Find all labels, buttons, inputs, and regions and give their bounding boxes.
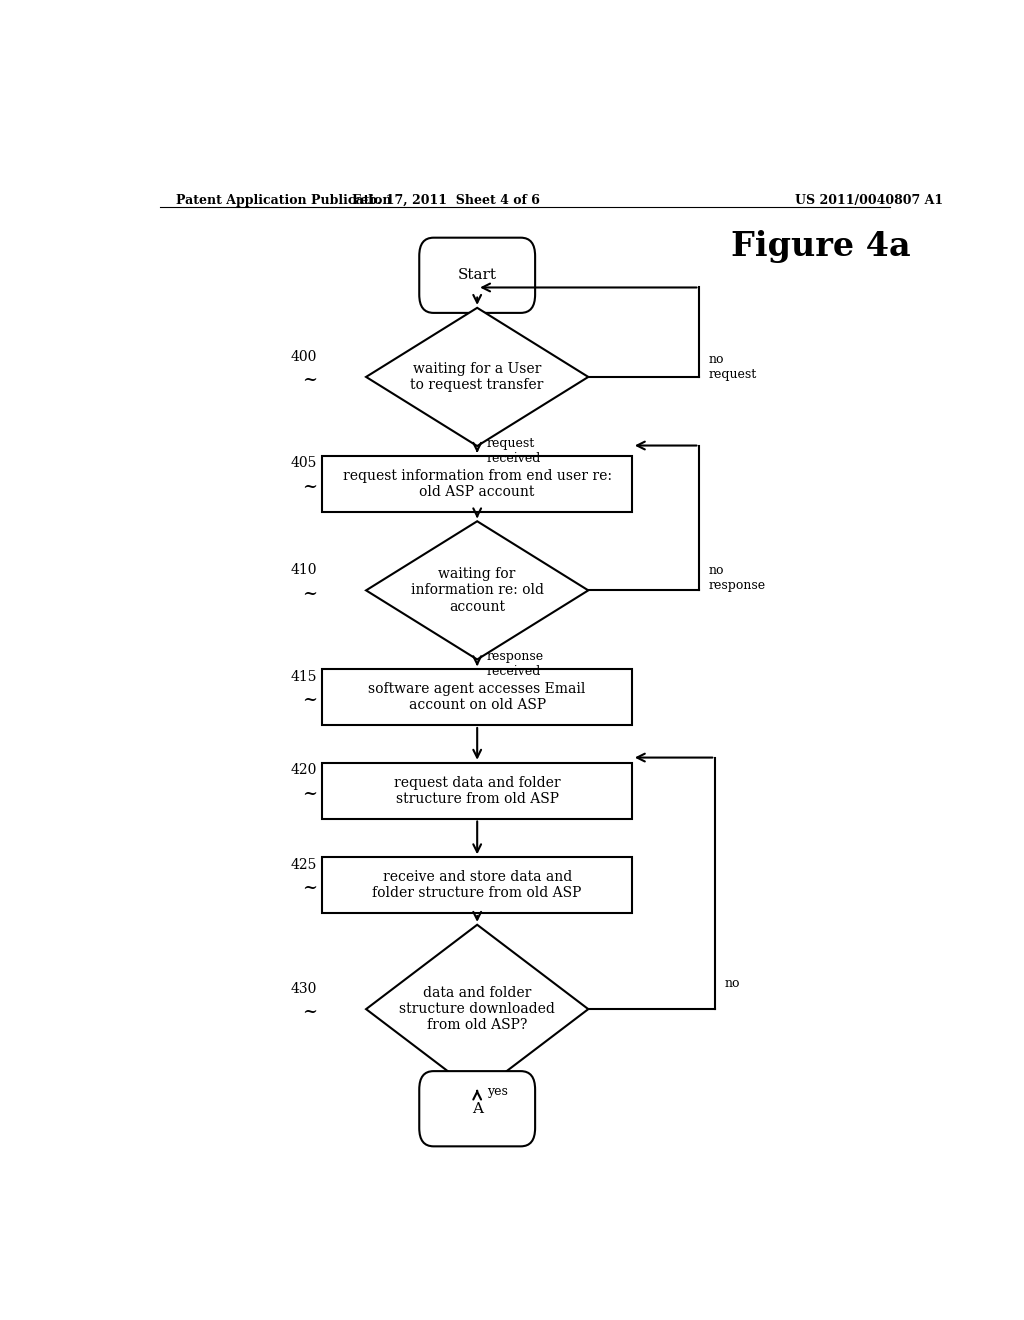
Text: no: no [725,977,740,990]
Text: 400: 400 [291,350,317,364]
Text: ~: ~ [303,585,317,602]
Text: Figure 4a: Figure 4a [731,230,910,263]
Text: ~: ~ [303,879,317,898]
Text: 415: 415 [291,669,317,684]
Text: 425: 425 [291,858,317,873]
Bar [323,455,632,512]
Text: receive and store data and
folder structure from old ASP: receive and store data and folder struct… [373,870,582,900]
Polygon shape [367,308,588,446]
Bar [323,763,632,818]
Text: 405: 405 [291,457,317,470]
Polygon shape [367,521,588,660]
Bar [323,857,632,913]
Text: software agent accesses Email
account on old ASP: software agent accesses Email account on… [369,682,586,713]
Text: Start: Start [458,268,497,282]
Text: 420: 420 [291,763,317,777]
Text: Patent Application Publication: Patent Application Publication [176,194,391,207]
Text: ~: ~ [303,1003,317,1022]
Text: no
request: no request [709,352,757,380]
Bar [323,669,632,725]
FancyBboxPatch shape [419,1071,536,1146]
Text: response
received: response received [486,651,544,678]
Text: ~: ~ [303,478,317,496]
Text: ~: ~ [303,692,317,709]
FancyBboxPatch shape [419,238,536,313]
Text: data and folder
structure downloaded
from old ASP?: data and folder structure downloaded fro… [399,986,555,1032]
Text: request
received: request received [486,437,541,465]
Text: 410: 410 [291,564,317,577]
Text: request data and folder
structure from old ASP: request data and folder structure from o… [394,776,560,805]
Text: waiting for a User
to request transfer: waiting for a User to request transfer [411,362,544,392]
Text: yes: yes [486,1085,508,1098]
Text: request information from end user re:
old ASP account: request information from end user re: ol… [343,469,611,499]
Text: Feb. 17, 2011  Sheet 4 of 6: Feb. 17, 2011 Sheet 4 of 6 [351,194,540,207]
Text: US 2011/0040807 A1: US 2011/0040807 A1 [795,194,943,207]
Text: 430: 430 [291,982,317,995]
Text: ~: ~ [303,371,317,389]
Polygon shape [367,925,588,1093]
Text: A: A [472,1102,482,1115]
Text: no
response: no response [709,564,766,593]
Text: ~: ~ [303,784,317,803]
Text: waiting for
information re: old
account: waiting for information re: old account [411,568,544,614]
